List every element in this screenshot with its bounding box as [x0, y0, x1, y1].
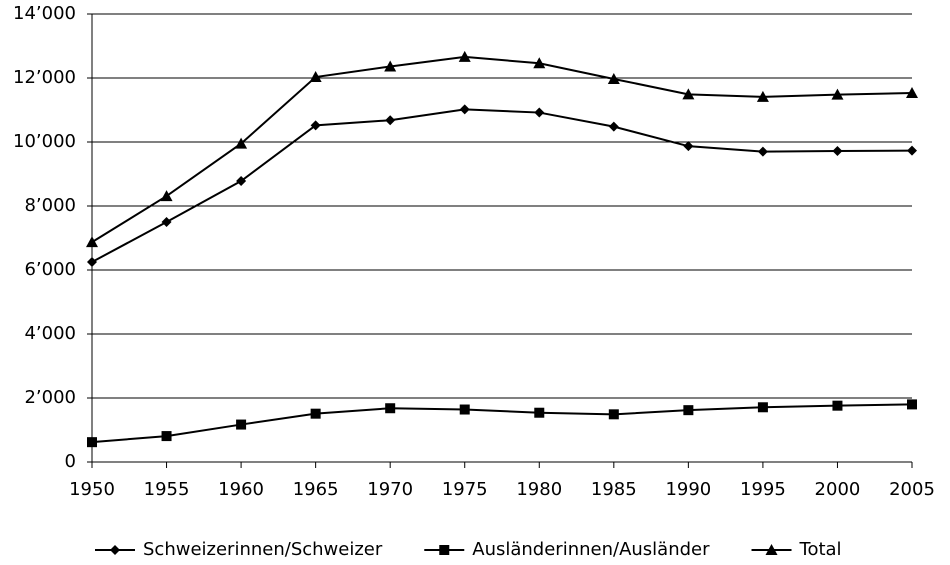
data-point	[87, 257, 97, 267]
y-tick-label: 10’000	[13, 131, 76, 152]
legend-marker	[110, 545, 120, 555]
x-tick-label: 1970	[367, 479, 413, 500]
x-tick-label: 2005	[889, 479, 935, 500]
data-point	[161, 217, 172, 227]
data-point	[458, 50, 471, 62]
y-tick-label: 0	[65, 451, 76, 472]
data-point	[236, 176, 247, 187]
data-point	[757, 402, 768, 413]
data-point	[682, 88, 695, 100]
data-point	[86, 236, 98, 248]
x-tick-label: 1985	[591, 479, 637, 500]
data-point	[756, 90, 769, 102]
data-point	[385, 403, 396, 414]
data-point	[235, 137, 248, 149]
data-point	[906, 87, 918, 99]
data-point	[683, 405, 694, 416]
legend-label: Ausländerinnen/Ausländer	[472, 539, 710, 560]
data-point	[832, 145, 843, 156]
series-line	[91, 55, 913, 244]
data-point	[534, 407, 545, 418]
data-point	[683, 141, 694, 152]
y-tick-label: 4’000	[24, 323, 76, 344]
data-point	[907, 145, 917, 156]
y-tick-label: 6’000	[24, 259, 76, 280]
data-point	[160, 190, 173, 202]
data-point	[87, 437, 97, 448]
x-tick-label: 1995	[740, 479, 786, 500]
data-point	[757, 146, 768, 157]
data-point	[459, 404, 470, 415]
legend-marker	[439, 545, 450, 555]
data-point	[236, 419, 247, 430]
data-point	[608, 121, 619, 132]
y-tick-label: 2’000	[24, 387, 76, 408]
series-line	[91, 108, 913, 263]
data-point	[534, 107, 545, 118]
x-tick-label: 1950	[69, 479, 115, 500]
y-tick-label: 14’000	[13, 3, 76, 24]
data-point	[831, 88, 844, 100]
data-point	[608, 409, 619, 420]
legend-label: Schweizerinnen/Schweizer	[143, 539, 383, 560]
data-point	[310, 120, 321, 131]
x-tick-label: 1960	[218, 479, 264, 500]
x-tick-label: 1980	[516, 479, 562, 500]
x-tick-label: 1965	[293, 479, 339, 500]
data-point	[310, 408, 321, 419]
data-point	[459, 104, 470, 115]
data-point	[533, 57, 546, 69]
x-tick-label: 1975	[442, 479, 488, 500]
y-tick-label: 8’000	[24, 195, 76, 216]
x-tick-label: 1955	[144, 479, 190, 500]
data-point	[161, 431, 172, 442]
series-line	[91, 403, 913, 444]
data-point	[309, 71, 322, 83]
data-point	[384, 60, 397, 72]
x-tick-label: 1990	[665, 479, 711, 500]
legend-label: Total	[799, 539, 842, 560]
data-point	[907, 399, 917, 410]
y-tick-label: 12’000	[13, 67, 76, 88]
data-point	[607, 72, 620, 84]
x-tick-label: 2000	[815, 479, 861, 500]
data-point	[832, 400, 843, 411]
data-point	[385, 115, 396, 126]
legend-marker	[765, 544, 778, 555]
